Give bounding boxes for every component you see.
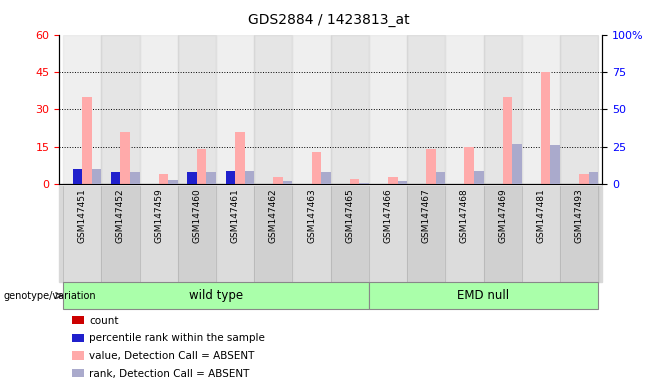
Text: GSM147461: GSM147461	[230, 188, 240, 243]
Bar	[579, 174, 589, 184]
Bar	[159, 174, 168, 184]
Bar	[63, 35, 101, 184]
Bar	[188, 172, 197, 184]
Bar	[589, 172, 598, 184]
Text: GSM147469: GSM147469	[498, 188, 507, 243]
Bar	[350, 179, 359, 184]
Text: genotype/variation: genotype/variation	[3, 291, 96, 301]
Text: GSM147452: GSM147452	[116, 188, 125, 243]
Bar	[72, 169, 82, 184]
Bar	[512, 144, 522, 184]
Bar	[226, 171, 235, 184]
Text: percentile rank within the sample: percentile rank within the sample	[89, 333, 265, 343]
Text: GSM147468: GSM147468	[460, 188, 469, 243]
Bar	[120, 132, 130, 184]
Bar	[130, 172, 139, 184]
Bar	[91, 169, 101, 184]
Bar	[216, 35, 254, 184]
Bar	[235, 132, 245, 184]
Text: GSM147463: GSM147463	[307, 188, 316, 243]
Text: GSM147465: GSM147465	[345, 188, 354, 243]
Bar	[292, 35, 331, 184]
Bar	[522, 35, 560, 184]
Bar	[139, 35, 178, 184]
Text: wild type: wild type	[189, 289, 243, 302]
Bar	[101, 35, 139, 184]
Bar	[273, 177, 283, 184]
Bar	[197, 149, 207, 184]
Bar	[330, 35, 369, 184]
Bar	[321, 172, 331, 184]
Bar	[283, 181, 292, 184]
Bar	[311, 152, 321, 184]
Bar	[369, 35, 407, 184]
Bar	[436, 172, 445, 184]
Bar	[445, 35, 484, 184]
Bar	[245, 171, 254, 184]
Bar	[474, 171, 484, 184]
Text: GSM147462: GSM147462	[269, 188, 278, 243]
Bar	[207, 172, 216, 184]
Text: GSM147460: GSM147460	[192, 188, 201, 243]
Bar	[407, 35, 445, 184]
Bar	[426, 149, 436, 184]
Bar	[359, 183, 369, 184]
Bar	[503, 97, 512, 184]
Text: GSM147481: GSM147481	[536, 188, 545, 243]
Bar	[551, 146, 560, 184]
Bar	[178, 35, 216, 184]
Bar	[168, 180, 178, 184]
Bar	[388, 177, 397, 184]
Text: GSM147466: GSM147466	[384, 188, 392, 243]
Bar	[560, 35, 598, 184]
Bar	[254, 35, 292, 184]
Text: EMD null: EMD null	[457, 289, 510, 302]
Bar	[82, 97, 91, 184]
Text: GSM147459: GSM147459	[154, 188, 163, 243]
Text: GDS2884 / 1423813_at: GDS2884 / 1423813_at	[248, 13, 410, 27]
Text: GSM147451: GSM147451	[78, 188, 87, 243]
Bar	[484, 35, 522, 184]
Bar	[111, 172, 120, 184]
Text: value, Detection Call = ABSENT: value, Detection Call = ABSENT	[89, 351, 255, 361]
Bar	[541, 72, 551, 184]
Text: GSM147493: GSM147493	[574, 188, 584, 243]
Bar	[465, 147, 474, 184]
Text: rank, Detection Call = ABSENT: rank, Detection Call = ABSENT	[89, 369, 250, 379]
Text: count: count	[89, 316, 119, 326]
Bar	[397, 181, 407, 184]
Text: GSM147467: GSM147467	[422, 188, 431, 243]
